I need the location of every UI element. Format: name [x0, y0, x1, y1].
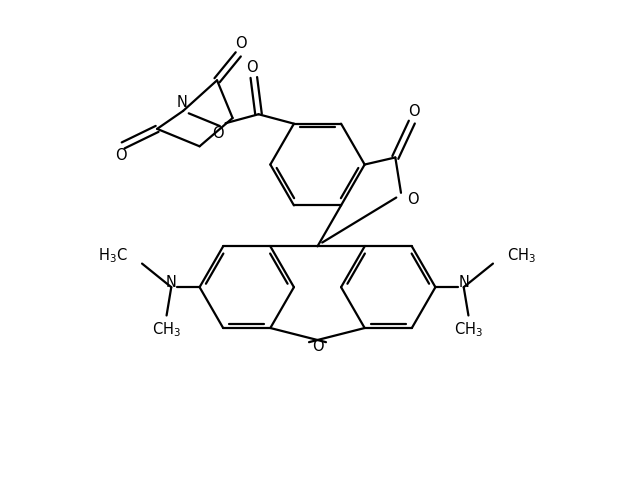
Text: N: N	[166, 275, 177, 290]
Text: O: O	[246, 60, 257, 74]
Text: CH$_3$: CH$_3$	[507, 246, 536, 265]
Text: O: O	[211, 126, 224, 141]
Text: CH$_3$: CH$_3$	[454, 320, 483, 339]
Text: O: O	[235, 36, 246, 51]
Text: O: O	[312, 339, 323, 354]
Text: CH$_3$: CH$_3$	[152, 320, 181, 339]
Text: O: O	[407, 192, 418, 207]
Text: N: N	[458, 275, 469, 290]
Text: N: N	[177, 95, 187, 110]
Text: O: O	[408, 104, 420, 119]
Text: H$_3$C: H$_3$C	[98, 246, 128, 265]
Text: O: O	[115, 148, 126, 163]
